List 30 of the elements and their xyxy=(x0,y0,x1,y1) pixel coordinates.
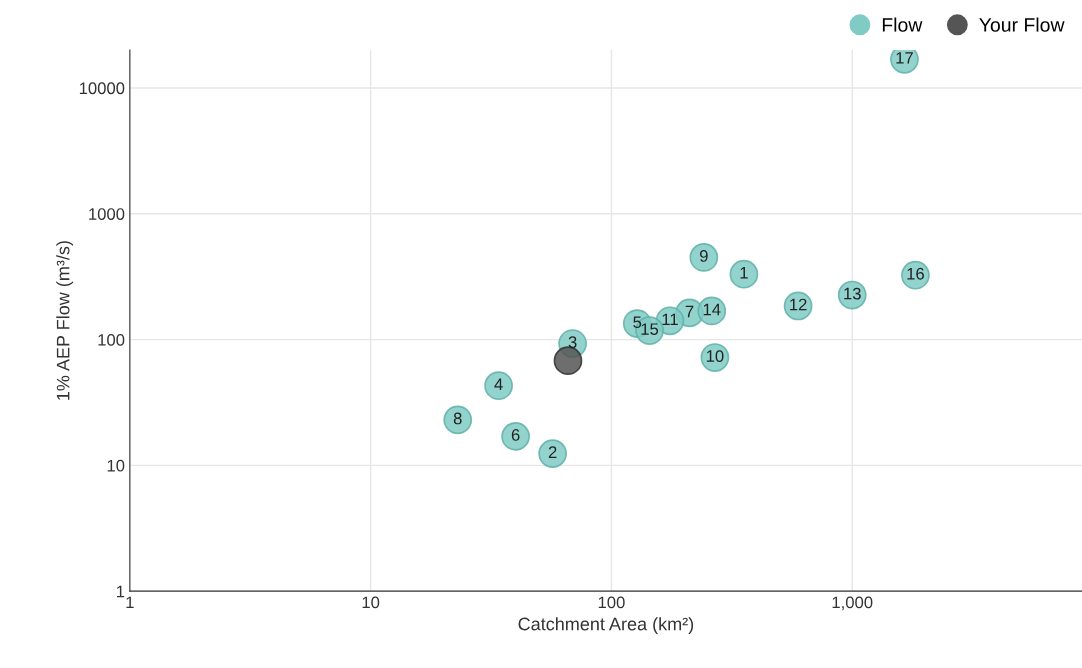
annotation: 4 xyxy=(494,378,503,390)
x-tick-label: 1 xyxy=(126,596,134,609)
annotation: 16 xyxy=(907,267,924,280)
y-tick-label: 100 xyxy=(98,333,125,346)
legend-label: Your Flow xyxy=(979,17,1065,32)
annotation: 10 xyxy=(706,350,724,362)
legend-label: Flow xyxy=(882,17,923,32)
y-tick-label: 10000 xyxy=(79,82,125,95)
annotation: 7 xyxy=(685,305,694,318)
y-axis-title: 1% AEP Flow (m³/s) xyxy=(56,241,74,400)
x-tick-label: 10 xyxy=(362,596,380,609)
annotation: 17 xyxy=(896,52,913,64)
annotation: 6 xyxy=(511,429,520,441)
annotation: 3 xyxy=(568,336,577,349)
annotation: 5 xyxy=(633,316,642,329)
annotation: 8 xyxy=(453,412,462,425)
annotation: 12 xyxy=(790,298,807,311)
x-axis-title: Catchment Area (km²) xyxy=(518,617,694,634)
x-tick-label: 1,000 xyxy=(832,596,873,611)
annotation: 15 xyxy=(641,323,659,336)
annotation: 11 xyxy=(662,313,678,326)
annotation: 14 xyxy=(703,303,721,316)
annotation: 1 xyxy=(740,267,748,279)
x-tick-label: 100 xyxy=(598,596,625,609)
annotation: 2 xyxy=(548,446,557,458)
annotation: 13 xyxy=(844,287,861,300)
y-tick-label: 1 xyxy=(116,585,125,598)
y-tick-label: 1000 xyxy=(89,208,125,220)
annotation: 9 xyxy=(700,250,708,262)
y-tick-label: 10 xyxy=(107,459,125,472)
